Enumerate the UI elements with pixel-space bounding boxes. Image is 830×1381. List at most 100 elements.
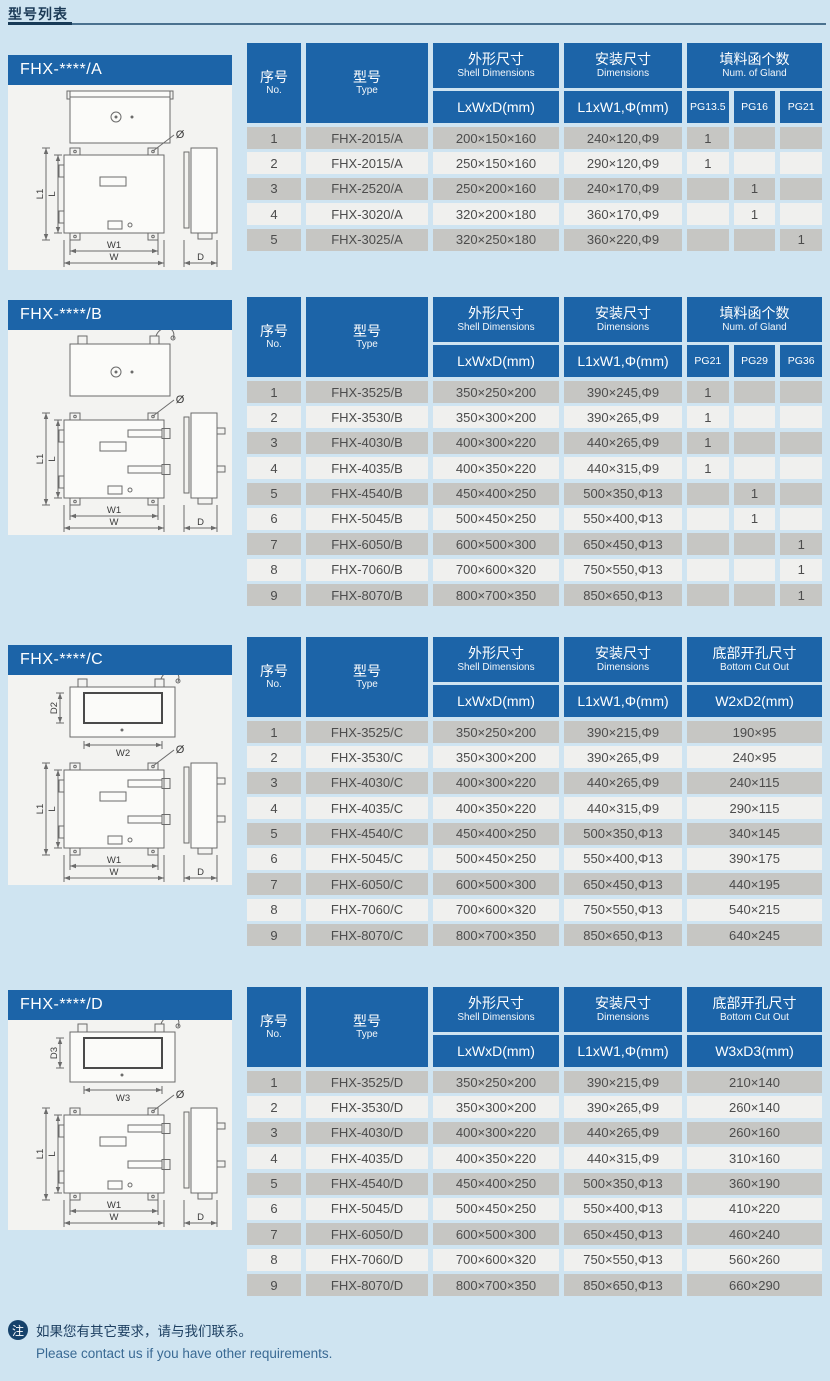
cell-mount-dimensions: 650×450,Φ13 [564, 1223, 682, 1246]
cell-shell-dimensions: 400×300×220 [433, 431, 559, 454]
cell-no: 3 [247, 1121, 301, 1144]
section-d-spec-table: 序号 No. 型号 Type 外形尺寸 Shell Dimensions LxW… [247, 987, 822, 1297]
header-shell-en: Shell Dimensions [457, 661, 535, 673]
cell-mount-dimensions: 750×550,Φ13 [564, 558, 682, 581]
cell-no: 1 [247, 1071, 301, 1093]
cell-gland-PG29 [733, 533, 776, 556]
cell-mount-dimensions: 440×265,Φ9 [564, 771, 682, 794]
cell-no: 4 [247, 1147, 301, 1170]
header-no: 序号 No. [247, 43, 301, 123]
table-row: 2 FHX-2015/A 250×150×160 290×120,Φ9 1 [247, 152, 823, 175]
header-no-zh: 序号 [260, 322, 288, 339]
cell-shell-dimensions: 450×400×250 [433, 482, 559, 505]
table-row: 1 FHX-3525/B 350×250×200 390×245,Φ9 1 [247, 381, 823, 403]
cell-mount-dimensions: 500×350,Φ13 [564, 1172, 682, 1195]
cell-type: FHX-7060/B [306, 558, 428, 581]
cell-gland-PG36 [780, 457, 823, 480]
cell-mount-dimensions: 390×215,Φ9 [564, 721, 682, 743]
cell-no: 5 [247, 1172, 301, 1195]
header-gland-sizes: PG21 PG29 PG36 [687, 345, 823, 377]
table-a-body: 1 FHX-2015/A 200×150×160 240×120,Φ9 1 2 FHX-20… [247, 127, 823, 251]
table-row: 5 FHX-3025/A 320×250×180 360×220,Φ9 1 [247, 228, 823, 251]
cell-type: FHX-3525/B [306, 381, 428, 403]
cell-type: FHX-3530/D [306, 1096, 428, 1119]
svg-text:W: W [110, 517, 119, 528]
gland-count-cells: 1 [687, 127, 823, 149]
header-shell-unit: LxWxD(mm) [433, 685, 559, 717]
table-row: 4 FHX-3020/A 320×200×180 360×170,Φ9 1 [247, 203, 823, 226]
gland-count-cells: 1 [687, 558, 823, 581]
svg-text:W: W [110, 867, 119, 878]
cell-gland-PG13.5: 1 [687, 152, 729, 175]
section-b-title-bar: FHX-****/B [8, 300, 232, 330]
cell-mount-dimensions: 850×650,Φ13 [564, 924, 682, 947]
table-d-header: 序号 No. 型号 Type 外形尺寸 Shell Dimensions LxW… [247, 987, 822, 1067]
table-b-body: 1 FHX-3525/B 350×250×200 390×245,Φ9 1 2 FHX-35… [247, 381, 823, 607]
header-pg-col: PG16 [733, 91, 776, 123]
header-mount-unit: L1xW1,Φ(mm) [564, 345, 682, 377]
svg-text:L1: L1 [35, 189, 46, 200]
cell-shell-dimensions: 350×250×200 [433, 381, 559, 403]
technical-drawing-c: D2 W2 Ø L1 L W1W D [35, 675, 226, 882]
header-cutout-en: Bottom Cut Out [720, 1011, 789, 1023]
cell-gland-PG21 [687, 507, 729, 530]
cell-mount-dimensions: 850×650,Φ13 [564, 1274, 682, 1297]
header-mount: 安装尺寸 Dimensions L1xW1,Φ(mm) [564, 43, 682, 123]
title-rule-accent [8, 22, 72, 25]
header-gland-zh: 填料函个数 [719, 305, 790, 322]
gland-count-cells: 1 [687, 203, 823, 226]
cell-gland-PG29 [733, 584, 776, 607]
cell-no: 1 [247, 721, 301, 743]
cell-bottom-cutout: 290×115 [687, 797, 822, 820]
header-mount-title: 安装尺寸 Dimensions [564, 987, 682, 1032]
cell-bottom-cutout: 390×175 [687, 847, 822, 870]
cell-gland-PG29 [733, 381, 776, 403]
header-pg-col: PG36 [780, 345, 823, 377]
cell-no: 6 [247, 507, 301, 530]
cell-gland-PG21: 1 [687, 431, 729, 454]
cell-gland-PG16 [733, 228, 776, 251]
cell-mount-dimensions: 500×350,Φ13 [564, 822, 682, 845]
svg-text:L1: L1 [35, 454, 46, 465]
cell-shell-dimensions: 700×600×320 [433, 558, 559, 581]
header-gland-en: Num. of Gland [722, 321, 787, 333]
header-mount-unit: L1xW1,Φ(mm) [564, 91, 682, 123]
cell-type: FHX-2015/A [306, 127, 428, 149]
header-cutout-title: 底部开孔尺寸 Bottom Cut Out [687, 987, 822, 1032]
cell-bottom-cutout: 440×195 [687, 873, 822, 896]
section-a-drawing: Ø L1 L W1 W D [8, 85, 232, 270]
cell-mount-dimensions: 500×350,Φ13 [564, 482, 682, 505]
cell-gland-PG36: 1 [780, 584, 823, 607]
cell-shell-dimensions: 250×200×160 [433, 177, 559, 200]
cell-bottom-cutout: 410×220 [687, 1197, 822, 1220]
cell-bottom-cutout: 340×145 [687, 822, 822, 845]
footer-note: 注 如果您有其它要求，请与我们联系。 Please contact us if … [8, 1320, 332, 1361]
technical-drawing-b: Ø L1 L W1W D [35, 330, 226, 532]
cell-shell-dimensions: 450×400×250 [433, 1172, 559, 1195]
cell-no: 7 [247, 1223, 301, 1246]
cell-no: 4 [247, 797, 301, 820]
table-b-header: 序号 No. 型号 Type 外形尺寸 Shell Dimensions LxW… [247, 297, 823, 377]
cell-shell-dimensions: 700×600×320 [433, 898, 559, 921]
section-b-drawing: Ø L1 L W1 W D [8, 330, 232, 535]
cell-mount-dimensions: 440×315,Φ9 [564, 457, 682, 480]
header-shell-en: Shell Dimensions [457, 321, 535, 333]
svg-text:D: D [197, 517, 204, 528]
cell-mount-dimensions: 750×550,Φ13 [564, 898, 682, 921]
cell-gland-PG21 [780, 203, 823, 226]
table-row: 7 FHX-6050/C 600×500×300 650×450,Φ13 440×195 [247, 873, 822, 896]
svg-text:L: L [47, 806, 58, 811]
header-no-zh: 序号 [260, 68, 288, 85]
cell-no: 8 [247, 1248, 301, 1271]
cell-gland-PG29 [733, 406, 776, 429]
svg-text:L: L [47, 1151, 58, 1156]
cell-shell-dimensions: 500×450×250 [433, 507, 559, 530]
gland-count-cells: 1 [687, 152, 823, 175]
header-shell-en: Shell Dimensions [457, 67, 535, 79]
cell-bottom-cutout: 560×260 [687, 1248, 822, 1271]
cell-gland-PG21 [780, 177, 823, 200]
cell-gland-PG36 [780, 406, 823, 429]
header-cutout: 底部开孔尺寸 Bottom Cut Out W2xD2(mm) [687, 637, 822, 717]
cell-gland-PG21: 1 [687, 406, 729, 429]
table-c-body: 1 FHX-3525/C 350×250×200 390×215,Φ9 190×95 2 F… [247, 721, 822, 947]
